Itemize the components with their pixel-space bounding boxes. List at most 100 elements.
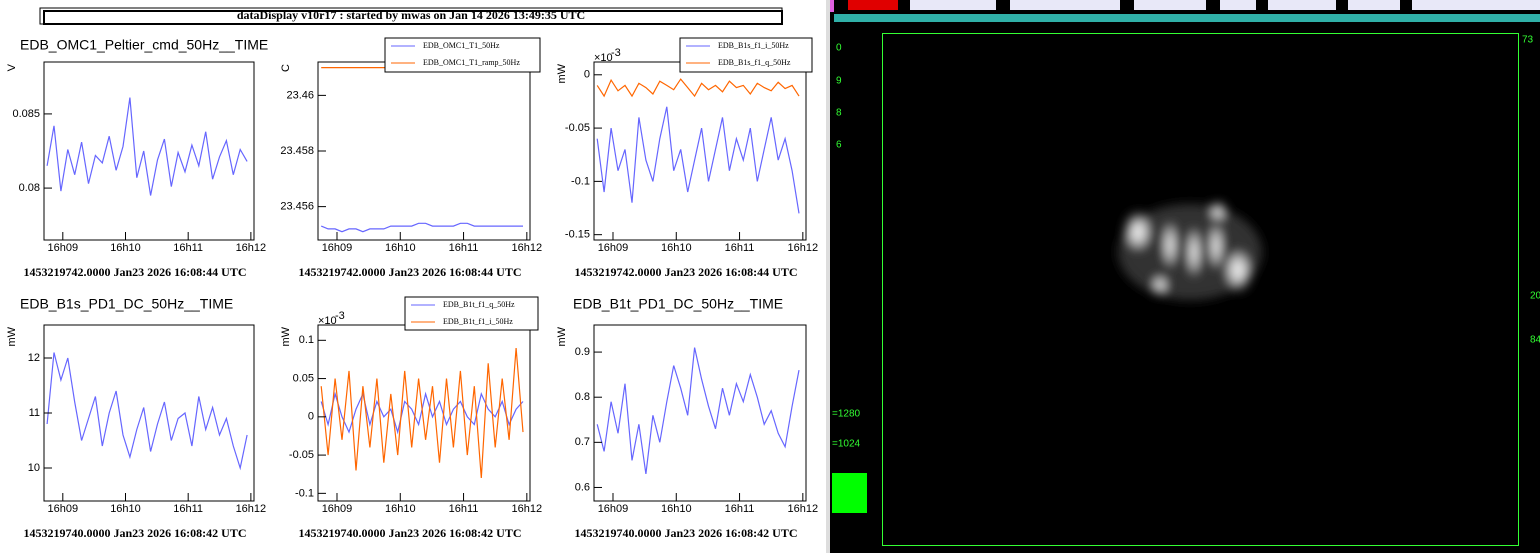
camera-label: 20 (1530, 291, 1540, 302)
x-tick-label: 16h12 (788, 242, 819, 254)
y-tick-label: 0.7 (575, 436, 590, 448)
x-tick-label: 16h10 (661, 242, 692, 254)
x-tick-label: 16h09 (48, 242, 79, 254)
y-axis-label: mW (6, 326, 18, 346)
legend-label: EDB_B1t_f1_i_50Hz (443, 317, 513, 326)
x-tick-label: 16h12 (236, 242, 267, 254)
button[interactable] (1010, 0, 1120, 10)
y-tick-label: 11 (29, 407, 40, 419)
plot-area (593, 324, 807, 502)
camera-label: 8 (836, 108, 842, 119)
legend-box (384, 37, 541, 73)
legend-label: EDB_B1t_f1_q_50Hz (443, 300, 515, 309)
y-tick-label: 23.458 (280, 145, 314, 157)
axis-multiplier: ×10 (318, 315, 337, 327)
axis-multiplier-exp: -3 (611, 47, 621, 59)
y-tick-label: 0.9 (575, 346, 590, 358)
chart-title: EDB_OMC1_Peltier_cmd_50Hz__TIME (20, 37, 268, 53)
y-tick-label: 12 (28, 352, 40, 364)
y-tick-label: 0.1 (299, 334, 314, 346)
legend-box (679, 37, 813, 73)
camera-frame (882, 33, 1519, 546)
x-tick-label: 16h11 (449, 242, 479, 254)
y-tick-label: 0.085 (12, 108, 40, 120)
y-tick-label: 0.8 (575, 391, 590, 403)
x-tick-label: 16h09 (322, 503, 353, 515)
button[interactable] (1412, 0, 1540, 10)
y-axis-label: mW (280, 326, 292, 346)
data-line (320, 347, 524, 479)
chart-title: EDB_B1t_PD1_DC_50Hz__TIME (573, 296, 783, 312)
chart-footer: 1453219740.0000 Jan23 2026 16:08:42 UTC (574, 526, 797, 540)
button[interactable] (1348, 0, 1400, 10)
x-tick-label: 16h10 (661, 503, 692, 515)
y-axis-label: C (280, 64, 292, 72)
status-indicator (832, 473, 867, 513)
button[interactable] (1134, 0, 1206, 10)
chart-footer: 1453219742.0000 Jan23 2026 16:08:44 UTC (574, 265, 797, 279)
button[interactable] (848, 0, 898, 10)
data-line (596, 347, 800, 474)
button[interactable] (1268, 0, 1336, 10)
beam-image (1118, 200, 1262, 300)
header-title: dataDisplay v10r17 : started by mwas on … (237, 8, 585, 22)
plot-area (317, 61, 531, 241)
x-tick-label: 16h11 (449, 503, 479, 515)
divider (826, 0, 830, 553)
y-tick-label: -0.15 (565, 229, 590, 241)
x-tick-label: 16h11 (173, 503, 203, 515)
camera-label: =1024 (832, 439, 861, 450)
axis-multiplier: ×10 (594, 52, 613, 64)
data-line (596, 78, 800, 98)
legend-label: EDB_OMC1_T1_ramp_50Hz (423, 58, 520, 67)
x-tick-label: 16h12 (512, 242, 543, 254)
data-line (320, 222, 523, 233)
x-tick-label: 16h11 (725, 503, 755, 515)
x-tick-label: 16h11 (173, 242, 203, 254)
x-tick-label: 16h12 (788, 503, 819, 515)
y-tick-label: 0.08 (19, 182, 40, 194)
y-axis-label: V (6, 63, 18, 71)
camera-label: 0 (836, 43, 842, 54)
button[interactable] (1220, 0, 1256, 10)
x-tick-label: 16h09 (322, 242, 353, 254)
y-tick-label: -0.1 (571, 175, 590, 187)
chart-title: EDB_B1s_PD1_DC_50Hz__TIME (20, 296, 233, 312)
y-tick-label: 0.6 (575, 481, 590, 493)
axis-multiplier-exp: -3 (335, 310, 345, 322)
legend-label: EDB_B1s_f1_q_50Hz (718, 58, 791, 67)
x-tick-label: 16h09 (48, 503, 79, 515)
toolbar-bar (834, 14, 1540, 22)
x-tick-label: 16h10 (385, 242, 416, 254)
y-tick-label: 0 (308, 411, 314, 423)
y-tick-label: -0.05 (289, 449, 314, 461)
camera-label: 6 (836, 140, 842, 151)
button[interactable] (910, 0, 996, 10)
camera-label: 9 (836, 76, 842, 87)
plot-area (43, 324, 255, 502)
chart-footer: 1453219740.0000 Jan23 2026 16:08:42 UTC (23, 526, 246, 540)
chart-footer: 1453219742.0000 Jan23 2026 16:08:44 UTC (298, 265, 521, 279)
y-tick-label: 23.456 (280, 201, 314, 213)
plot-area (317, 324, 531, 502)
y-tick-label: 23.46 (286, 89, 314, 101)
legend-label: EDB_OMC1_T1_50Hz (423, 41, 500, 50)
x-tick-label: 16h12 (512, 503, 543, 515)
chart-footer: 1453219740.0000 Jan23 2026 16:08:42 UTC (298, 526, 521, 540)
plot-area (43, 61, 255, 241)
data-line (46, 352, 248, 471)
x-tick-label: 16h10 (110, 242, 141, 254)
y-axis-label: mW (556, 63, 568, 83)
x-tick-label: 16h11 (725, 242, 755, 254)
y-tick-label: -0.1 (295, 487, 314, 499)
camera-label: =1280 (832, 409, 861, 420)
legend-box (404, 296, 539, 331)
legend-label: EDB_B1s_f1_i_50Hz (718, 41, 789, 50)
data-line (46, 97, 248, 196)
x-tick-label: 16h12 (236, 503, 267, 515)
y-axis-label: mW (556, 326, 568, 346)
y-tick-label: 0 (584, 69, 590, 81)
y-tick-label: 10 (28, 462, 40, 474)
x-tick-label: 16h10 (385, 503, 416, 515)
